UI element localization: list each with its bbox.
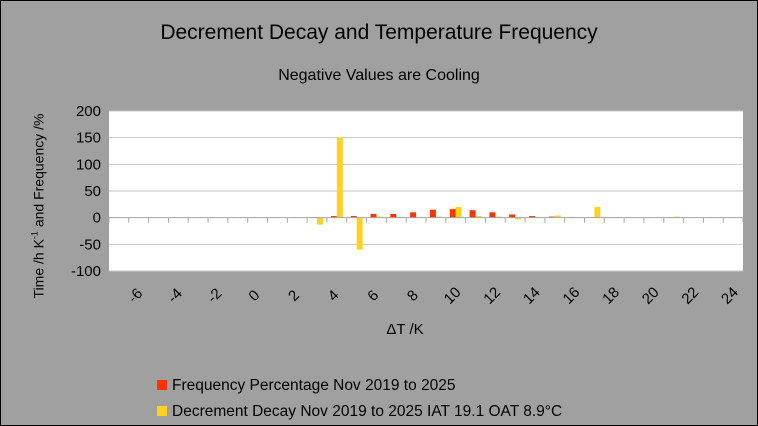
bar-decrement-decay [376, 216, 383, 218]
legend-swatch-frequency [157, 380, 167, 390]
y-tick-label: 0 [93, 210, 101, 227]
y-tick-label: 150 [76, 130, 101, 147]
x-tick-label: 12 [480, 284, 504, 308]
bar-frequency [449, 209, 456, 218]
x-tick-label: -4 [164, 285, 185, 306]
x-tick-label: 4 [325, 287, 343, 305]
bar-frequency [330, 216, 337, 218]
bar-decrement-decay [455, 207, 462, 218]
bar-frequency [509, 214, 516, 218]
x-tick-label: 22 [678, 284, 702, 308]
x-tick-label: 0 [245, 287, 263, 305]
legend-item-decrement-decay: Decrement Decay Nov 2019 to 2025 IAT 19.… [157, 403, 562, 421]
y-tick-label: 50 [84, 183, 101, 200]
bar-frequency [370, 213, 377, 218]
x-tick-label: -2 [204, 285, 225, 306]
x-tick-label: 6 [364, 287, 382, 305]
bar-decrement-decay [475, 216, 482, 218]
bar-decrement-decay [435, 216, 442, 218]
y-tick-label: 200 [76, 103, 101, 120]
bar-frequency [390, 213, 397, 218]
bar-decrement-decay [356, 217, 363, 250]
x-tick-label: 24 [718, 284, 742, 308]
legend-label-decrement-decay: Decrement Decay Nov 2019 to 2025 IAT 19.… [172, 403, 563, 420]
bar-decrement-decay [495, 216, 502, 218]
y-tick-label: 100 [76, 156, 101, 173]
x-tick-label: 2 [285, 287, 303, 305]
bar-decrement-decay [336, 137, 343, 218]
bar-decrement-decay [515, 217, 522, 220]
bar-frequency [489, 212, 496, 218]
bar-frequency [548, 216, 555, 218]
bar-frequency [529, 216, 535, 218]
x-axis-label: ΔT /K [386, 321, 424, 338]
bar-frequency [410, 212, 417, 218]
chart-title: Decrement Decay and Temperature Frequenc… [160, 21, 598, 44]
chart-subtitle: Negative Values are Cooling [278, 67, 480, 84]
y-tick-label: -50 [79, 236, 101, 253]
bar-decrement-decay [317, 217, 323, 225]
bar-decrement-decay [554, 215, 561, 218]
x-tick-label: 16 [560, 284, 584, 308]
bar-decrement-decay [594, 207, 601, 218]
bar-frequency [469, 210, 476, 218]
legend-label-frequency: Frequency Percentage Nov 2019 to 2025 [172, 377, 456, 394]
bar-frequency [350, 216, 357, 218]
x-tick-label: 14 [520, 284, 544, 308]
y-tick-label: -100 [71, 263, 101, 280]
x-tick-label: 8 [404, 287, 422, 305]
x-tick-label: 18 [599, 284, 623, 308]
legend-swatch-decrement-decay [157, 406, 167, 416]
bar-decrement-decay [673, 216, 680, 218]
x-tick-label: -6 [125, 285, 146, 306]
x-tick-label: 10 [441, 284, 465, 308]
x-tick-label: 20 [639, 284, 663, 308]
legend-item-frequency: Frequency Percentage Nov 2019 to 2025 [157, 377, 456, 395]
bar-frequency [429, 209, 436, 218]
